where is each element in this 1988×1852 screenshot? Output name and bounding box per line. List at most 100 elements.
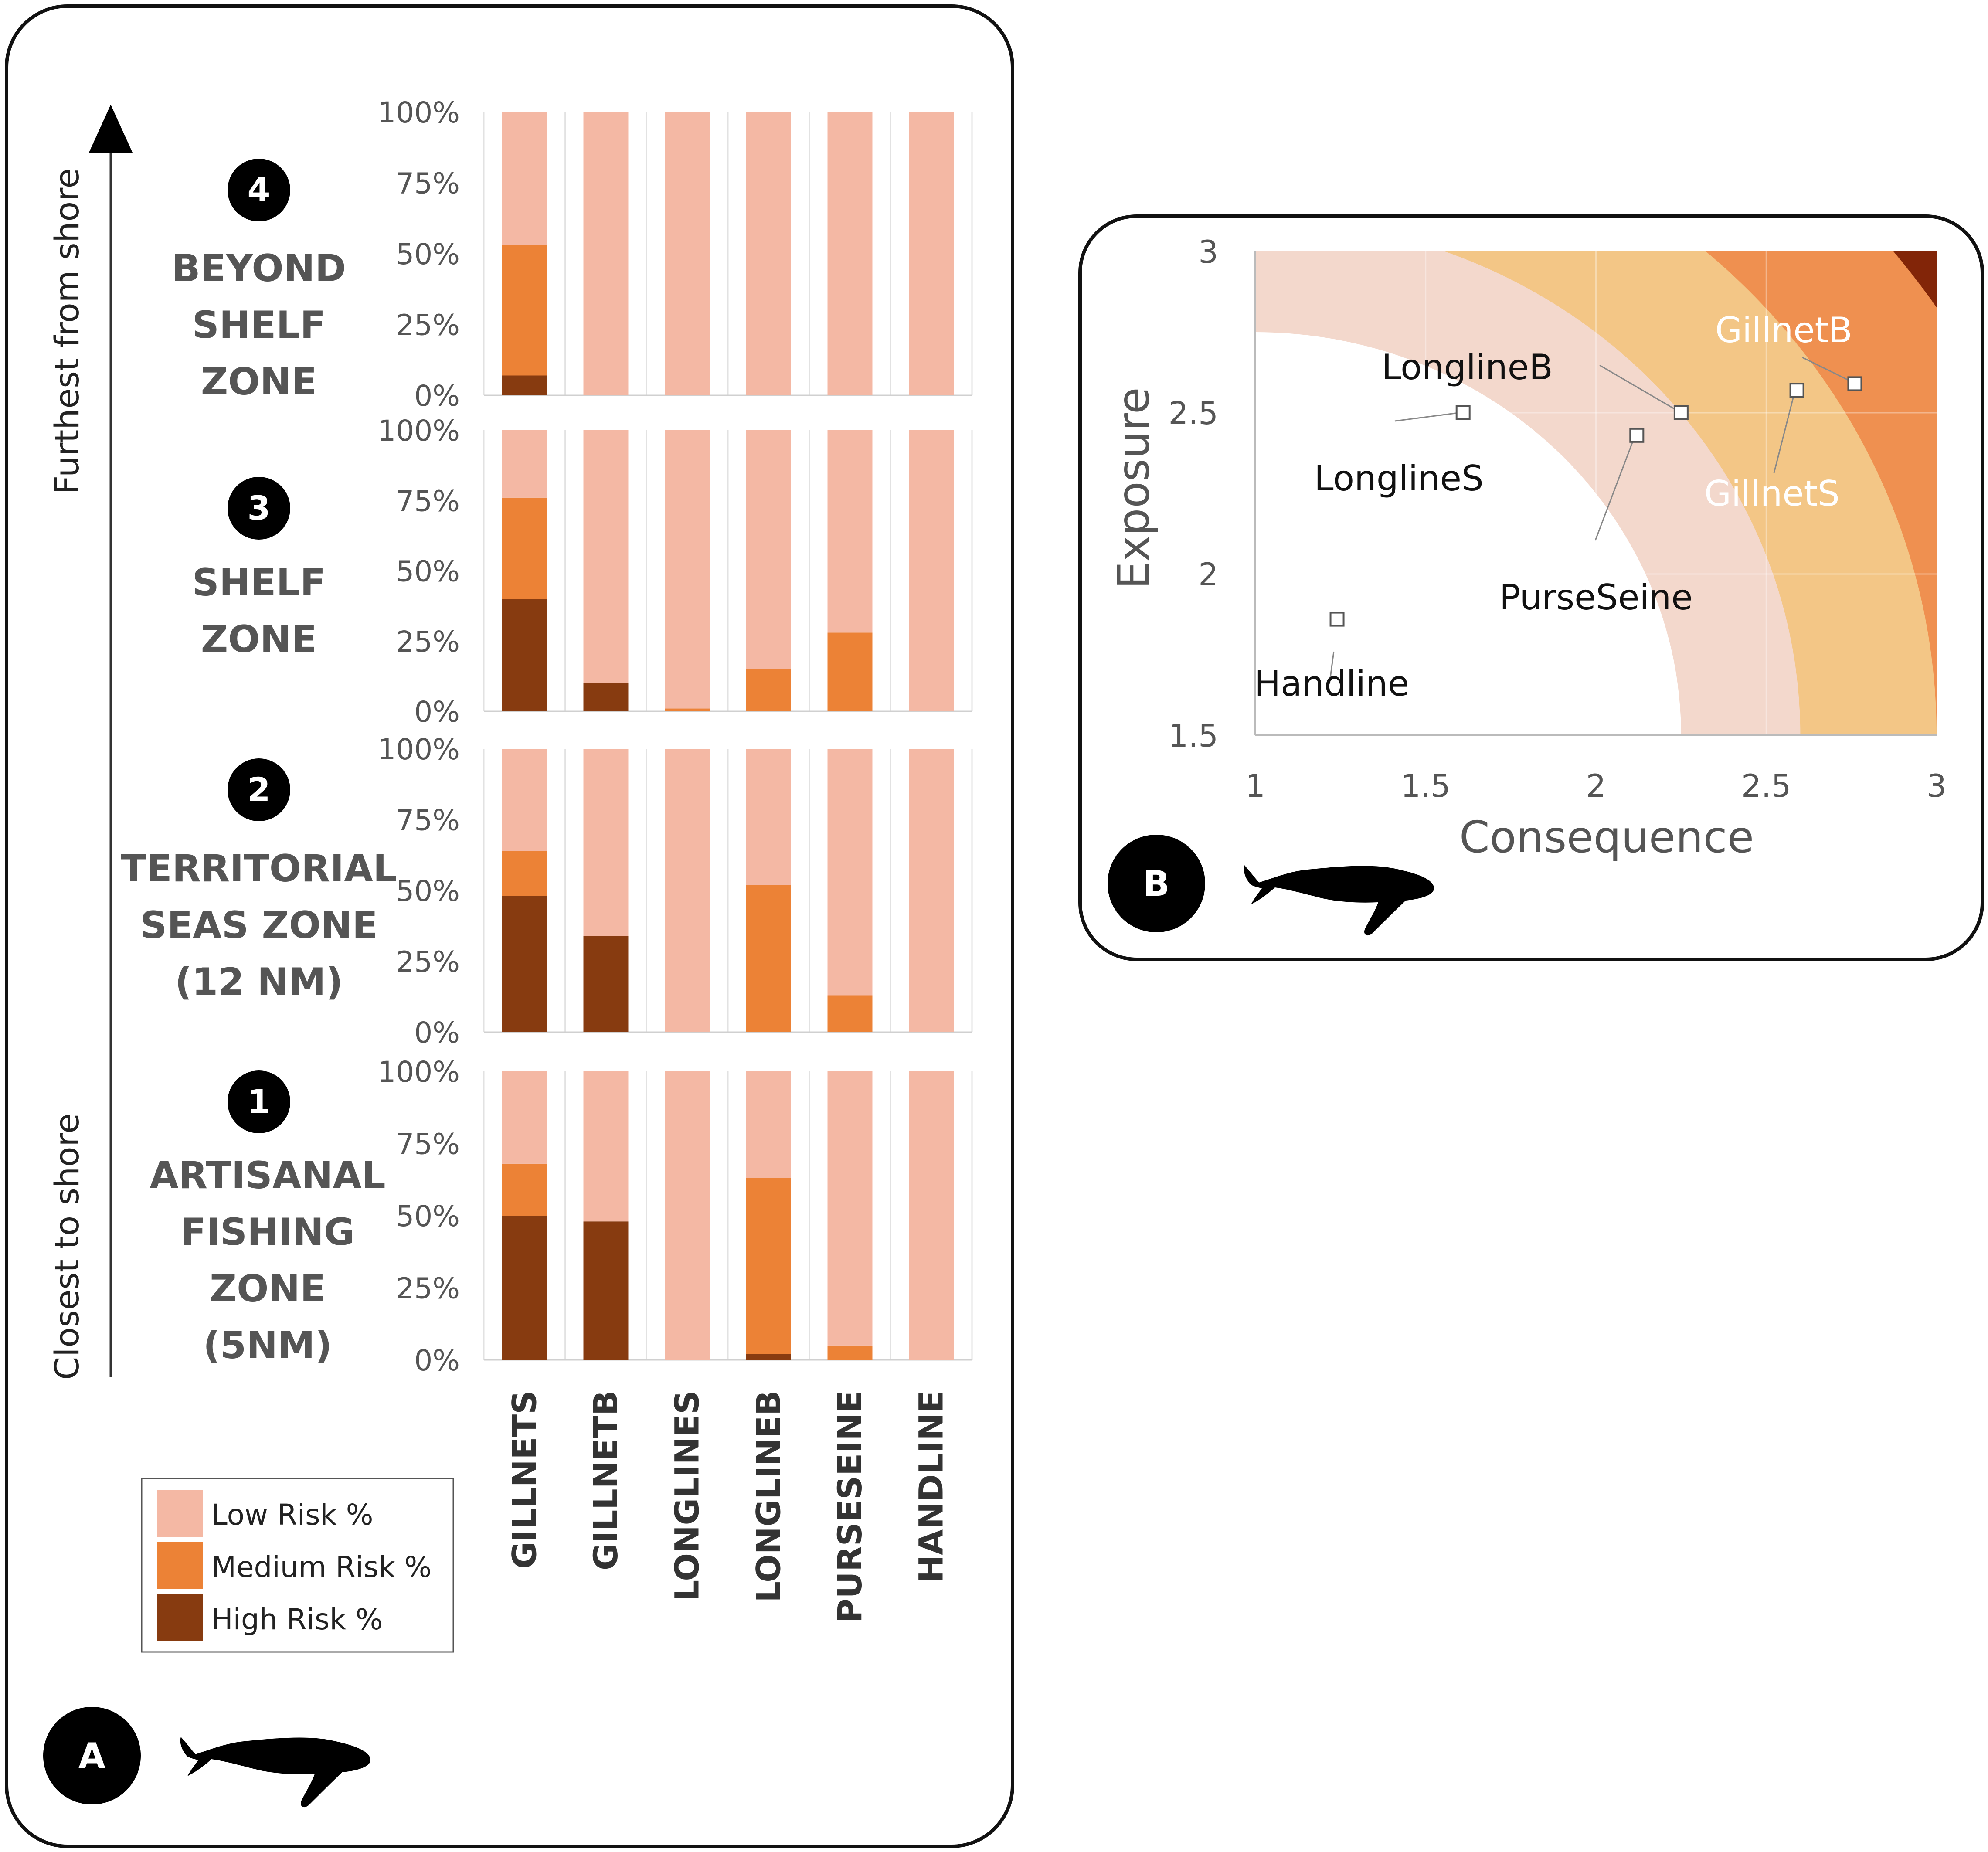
scatter-point-labels: Handline LonglineS LonglineB PurseSeine Gill…: [1254, 310, 1852, 704]
point-purseseine: [1629, 428, 1645, 443]
bar-segment-medium-gillnets: [502, 245, 547, 376]
zone-1-line-4: (5NM): [203, 1324, 332, 1367]
gear-label-purseseine: PURSESEINE: [830, 1390, 869, 1623]
zone-4-line-1: BEYOND: [172, 247, 346, 290]
panel-a-letter: A: [78, 1736, 105, 1776]
leader-line-gillnets: [1773, 389, 1796, 473]
bar-segment-high-gillnets: [502, 599, 547, 711]
zone-4-line-3: ZONE: [201, 360, 317, 404]
bar-segment-low-purseseine: [827, 1071, 873, 1346]
shore-arrow-head: [89, 105, 133, 153]
zone-4-badge: 4: [228, 159, 290, 221]
y-tick-label: 3: [1198, 234, 1218, 270]
y-tick-label: 25%: [396, 945, 460, 979]
bar-segment-medium-gillnets: [502, 1163, 547, 1216]
bar-segment-low-gillnetb: [583, 749, 629, 936]
whale-icon-b: [1244, 865, 1434, 936]
y-tick-label: 50%: [396, 1200, 460, 1233]
zone-1-line-2: FISHING: [180, 1210, 354, 1254]
point-label-gillnets: GillnetS: [1704, 473, 1840, 514]
y-tick-label: 75%: [396, 1128, 460, 1161]
y-tick-label: 50%: [396, 874, 460, 908]
zone-2-line-1: TERRITORIAL: [121, 847, 397, 890]
zone-2-line-3: (12 NM): [175, 960, 343, 1004]
bar-segment-medium-purseseine: [827, 1345, 873, 1360]
scatter-leader-lines: [1329, 357, 1856, 685]
scatter-gridlines: [1255, 251, 1937, 735]
y-tick-label: 2.5: [1168, 395, 1218, 432]
bar-segment-low-purseseine: [827, 112, 873, 395]
bar-segment-medium-purseseine: [827, 632, 873, 711]
bar-segment-high-longlineb: [746, 1354, 791, 1360]
bar-segment-low-gillnets: [502, 112, 547, 245]
zone-1-number: 1: [248, 1082, 271, 1121]
x-tick-label: 2.5: [1741, 768, 1791, 804]
y-tick-label: 75%: [396, 167, 460, 200]
y-tick-label: 100%: [377, 414, 460, 448]
stacked-bar-facets: 0%25%50%75%100%0%25%50%75%100%0%25%50%75…: [377, 96, 973, 1377]
gear-label-longlines: LONGLINES: [668, 1390, 707, 1601]
leader-line-longlines: [1394, 411, 1463, 422]
y-tick-label: 75%: [396, 804, 460, 837]
y-tick-label: 25%: [396, 309, 460, 342]
legend-swatch-low: [157, 1490, 203, 1537]
point-label-longlineb: LonglineB: [1382, 347, 1553, 387]
bar-segment-low-longlines: [665, 749, 710, 1032]
bar-segment-high-gillnetb: [583, 1221, 629, 1360]
bar-segment-low-gillnets: [502, 749, 547, 851]
bar-segment-medium-purseseine: [827, 995, 873, 1032]
point-handline: [1329, 612, 1345, 627]
arrow-top-label: Furthest from shore: [48, 168, 86, 495]
gear-label-gillnetb: GILLNETB: [586, 1390, 625, 1570]
x-tick-label: 2: [1586, 768, 1606, 804]
y-tick-label: 100%: [377, 733, 460, 766]
bar-segment-medium-longlineb: [746, 1178, 791, 1354]
bar-segment-high-gillnets: [502, 1216, 547, 1360]
zone-3-badge: 3: [228, 477, 290, 540]
gear-label-handline: HANDLINE: [912, 1390, 951, 1583]
gear-label-gillnets: GILLNETS: [505, 1390, 544, 1569]
zone-3-line-1: SHELF: [192, 561, 326, 605]
leader-line-gillnetb: [1802, 357, 1856, 384]
bar-segment-low-gillnets: [502, 1071, 547, 1164]
zone-2-line-2: SEAS ZONE: [140, 904, 377, 947]
scatter-ylabel: Exposure: [1108, 387, 1159, 589]
panel-b-letter: B: [1143, 863, 1170, 904]
gear-category-labels: GILLNETS GILLNETB LONGLINES LONGLINEB PURSES…: [505, 1390, 950, 1623]
bar-segment-high-gillnetb: [583, 936, 629, 1032]
whale-icon: [180, 1737, 370, 1808]
x-tick-label: 3: [1927, 768, 1947, 804]
point-label-longlines: LonglineS: [1314, 458, 1484, 499]
bar-segment-low-handline: [909, 112, 954, 395]
point-gillnets: [1789, 383, 1804, 398]
zone-4-line-2: SHELF: [192, 303, 326, 347]
risk-legend: Low Risk % Medium Risk % High Risk %: [141, 1478, 454, 1653]
scatter-xlabel: Consequence: [1459, 812, 1754, 863]
bar-segment-low-longlineb: [746, 112, 791, 395]
zone-1-badge: 1: [228, 1070, 290, 1133]
y-tick-label: 0%: [414, 379, 460, 413]
bar-facet-1: 0% 25% 50% 75% 100%: [377, 96, 973, 413]
leader-line-handline: [1329, 651, 1335, 685]
x-tick-label: 1: [1245, 768, 1265, 804]
bar-segment-high-gillnetb: [583, 683, 629, 711]
legend-swatch-medium: [157, 1542, 203, 1589]
bar-segment-low-gillnets: [502, 430, 547, 498]
bar-facet-3: 0% 25% 50% 75% 100%: [377, 733, 973, 1050]
point-label-handline: Handline: [1254, 663, 1409, 704]
bar-segment-low-purseseine: [827, 749, 873, 996]
bar-segment-low-handline: [909, 1071, 954, 1360]
risk-zone-bands: [1255, 251, 1937, 735]
bar-segment-low-longlineb: [746, 1071, 791, 1178]
point-longlineb: [1673, 405, 1689, 420]
scatter-tick-labels: 1 1.5 2 2.5 3 1.5 2 2.5 3: [1168, 234, 1946, 804]
zone-4-number: 4: [248, 170, 271, 209]
bar-facet-2: 0% 25% 50% 75% 100%: [377, 414, 973, 729]
bar-segment-medium-longlines: [665, 708, 710, 711]
y-tick-label: 100%: [377, 96, 460, 129]
legend-label-medium: Medium Risk %: [211, 1550, 432, 1584]
legend-swatch-high: [157, 1594, 203, 1641]
bar-segment-low-longlines: [665, 430, 710, 709]
y-tick-label: 50%: [396, 238, 460, 271]
